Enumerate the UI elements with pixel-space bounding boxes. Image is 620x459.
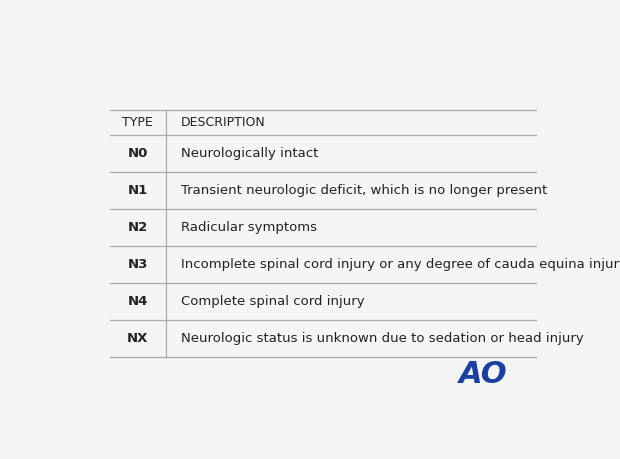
Text: N4: N4 (127, 295, 148, 308)
Text: DESCRIPTION: DESCRIPTION (181, 116, 265, 129)
Text: N2: N2 (128, 221, 148, 234)
Text: N1: N1 (128, 184, 148, 197)
Text: AO: AO (459, 360, 508, 389)
Text: Neurologically intact: Neurologically intact (181, 147, 318, 160)
Text: TYPE: TYPE (122, 116, 153, 129)
Text: NX: NX (127, 332, 148, 345)
Text: Incomplete spinal cord injury or any degree of cauda equina injury: Incomplete spinal cord injury or any deg… (181, 258, 620, 271)
Text: Complete spinal cord injury: Complete spinal cord injury (181, 295, 365, 308)
Text: N0: N0 (127, 147, 148, 160)
Text: Neurologic status is unknown due to sedation or head injury: Neurologic status is unknown due to seda… (181, 332, 583, 345)
Text: Transient neurologic deficit, which is no longer present: Transient neurologic deficit, which is n… (181, 184, 547, 197)
Text: N3: N3 (127, 258, 148, 271)
Text: Radicular symptoms: Radicular symptoms (181, 221, 317, 234)
